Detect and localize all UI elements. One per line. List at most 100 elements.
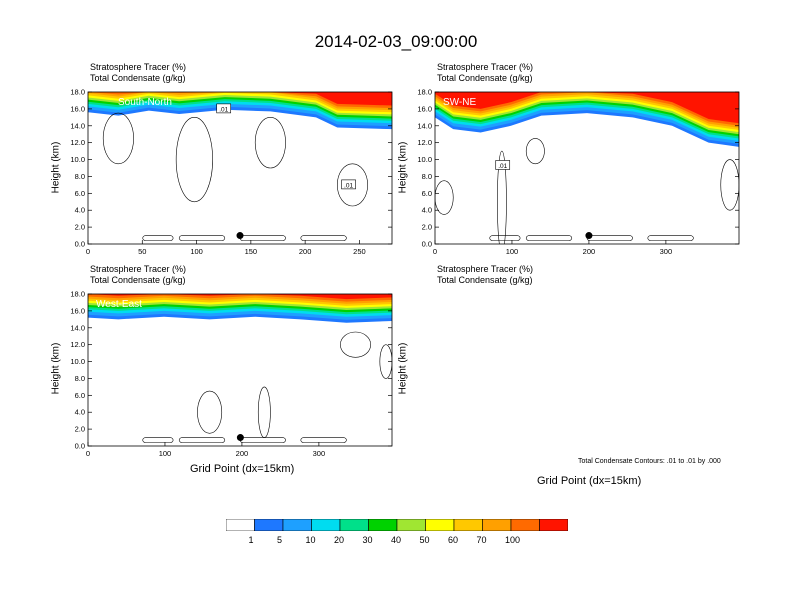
- cross-section-label: SW-NE: [443, 97, 476, 108]
- condensate-contour: [178, 437, 226, 443]
- colorbar-swatch: [425, 519, 455, 531]
- y-tick-label: 0.0: [422, 240, 432, 249]
- x-tick-label: 200: [299, 247, 312, 256]
- colorbar-label: 50: [419, 535, 430, 545]
- tracer-band: [88, 92, 392, 106]
- y-tick-label: 16.0: [70, 104, 85, 113]
- y-tick-label: 18.0: [417, 88, 432, 97]
- location-marker: [236, 232, 244, 240]
- cross-section-label: South-North: [118, 97, 172, 108]
- y-tick-label: 14.0: [417, 121, 432, 130]
- y-tick-label: 8.0: [422, 172, 432, 181]
- x-tick-label: 0: [86, 449, 90, 458]
- panel-caption-condensate: Total Condensate (g/kg): [90, 73, 186, 83]
- colorbar-swatch: [226, 519, 255, 531]
- y-tick-label: 2.0: [75, 223, 85, 232]
- y-tick-label: 10.0: [70, 155, 85, 164]
- colorbar-swatch: [339, 519, 369, 531]
- y-tick-label: 12.0: [70, 340, 85, 349]
- colorbar-swatch: [453, 519, 483, 531]
- x-tick-label: 100: [159, 449, 172, 458]
- plot-frame: [87, 293, 393, 447]
- y-tick-label: 0.0: [75, 442, 85, 451]
- contour-label: .01: [219, 106, 228, 113]
- y-tick-label: 6.0: [75, 391, 85, 400]
- colorbar-label: 30: [362, 535, 373, 545]
- condensate-contour: [489, 235, 521, 241]
- x-axis-label: Grid Point (dx=15km): [190, 463, 295, 475]
- y-tick-label: 12.0: [70, 138, 85, 147]
- panel-caption-tracer: Stratosphere Tracer (%): [437, 264, 534, 274]
- condensate-contour: [497, 150, 507, 244]
- contour-note: Total Condensate Contours: .01 to .01 by…: [578, 458, 721, 465]
- colorbar: [226, 519, 568, 531]
- y-axis-label: Height (km): [397, 342, 409, 395]
- x-tick-label: 0: [433, 247, 437, 256]
- x-tick-label: 50: [138, 247, 146, 256]
- y-tick-label: 4.0: [75, 206, 85, 215]
- condensate-contour: [300, 235, 347, 241]
- condensate-contour: [647, 235, 694, 241]
- colorbar-label: 5: [277, 535, 283, 545]
- colorbar-swatch: [311, 519, 341, 531]
- condensate-contour: [336, 163, 368, 207]
- plot-frame: [87, 91, 393, 245]
- y-tick-label: 4.0: [422, 206, 432, 215]
- colorbar-label: 100: [505, 535, 521, 545]
- panel-caption-tracer: Stratosphere Tracer (%): [90, 62, 187, 72]
- condensate-contour: [197, 390, 223, 434]
- y-tick-label: 12.0: [417, 138, 432, 147]
- tracer-band: [88, 92, 392, 111]
- location-marker: [236, 434, 244, 442]
- panel-caption-condensate: Total Condensate (g/kg): [437, 275, 533, 285]
- condensate-contour: [300, 437, 347, 443]
- condensate-contour: [102, 112, 134, 165]
- condensate-contour: [720, 159, 739, 211]
- y-tick-label: 2.0: [75, 425, 85, 434]
- y-tick-label: 6.0: [75, 189, 85, 198]
- plot-frame: [434, 91, 740, 245]
- y-tick-label: 10.0: [70, 357, 85, 366]
- x-tick-label: 100: [190, 247, 203, 256]
- condensate-contour: [254, 117, 286, 169]
- condensate-contour: [142, 235, 174, 241]
- y-tick-label: 18.0: [70, 290, 85, 299]
- colorbar-swatch: [368, 519, 398, 531]
- x-tick-label: 100: [506, 247, 519, 256]
- tracer-band: [88, 294, 392, 300]
- y-tick-label: 4.0: [75, 408, 85, 417]
- panel-caption-condensate: Total Condensate (g/kg): [437, 73, 533, 83]
- x-tick-label: 300: [660, 247, 673, 256]
- colorbar-swatch: [510, 519, 540, 531]
- x-tick-label: 200: [583, 247, 596, 256]
- colorbar-swatch: [539, 519, 568, 531]
- tracer-band: [88, 92, 392, 109]
- y-tick-label: 10.0: [417, 155, 432, 164]
- location-marker: [585, 232, 593, 240]
- y-tick-label: 14.0: [70, 323, 85, 332]
- panel-caption-tracer: Stratosphere Tracer (%): [90, 264, 187, 274]
- x-tick-label: 0: [86, 247, 90, 256]
- condensate-contour: [178, 235, 226, 241]
- colorbar-label: 40: [391, 535, 402, 545]
- chart-title: 2014-02-03_09:00:00: [314, 32, 478, 51]
- condensate-contour: [435, 180, 454, 215]
- cross-section-label: West-East: [96, 299, 142, 310]
- y-tick-label: 8.0: [75, 374, 85, 383]
- panel-caption-tracer: Stratosphere Tracer (%): [437, 62, 534, 72]
- contour-label-box: [495, 160, 511, 170]
- contour-label-box: [341, 179, 356, 190]
- y-tick-label: 2.0: [422, 223, 432, 232]
- tracer-band: [435, 92, 739, 124]
- condensate-contour: [525, 235, 573, 241]
- colorbar-label: 10: [305, 535, 316, 545]
- colorbar-swatch: [482, 519, 512, 531]
- condensate-contour: [379, 344, 392, 379]
- colorbar-label: 1: [248, 535, 254, 545]
- x-tick-label: 150: [245, 247, 258, 256]
- condensate-contour: [525, 138, 545, 165]
- colorbar-swatch: [282, 519, 312, 531]
